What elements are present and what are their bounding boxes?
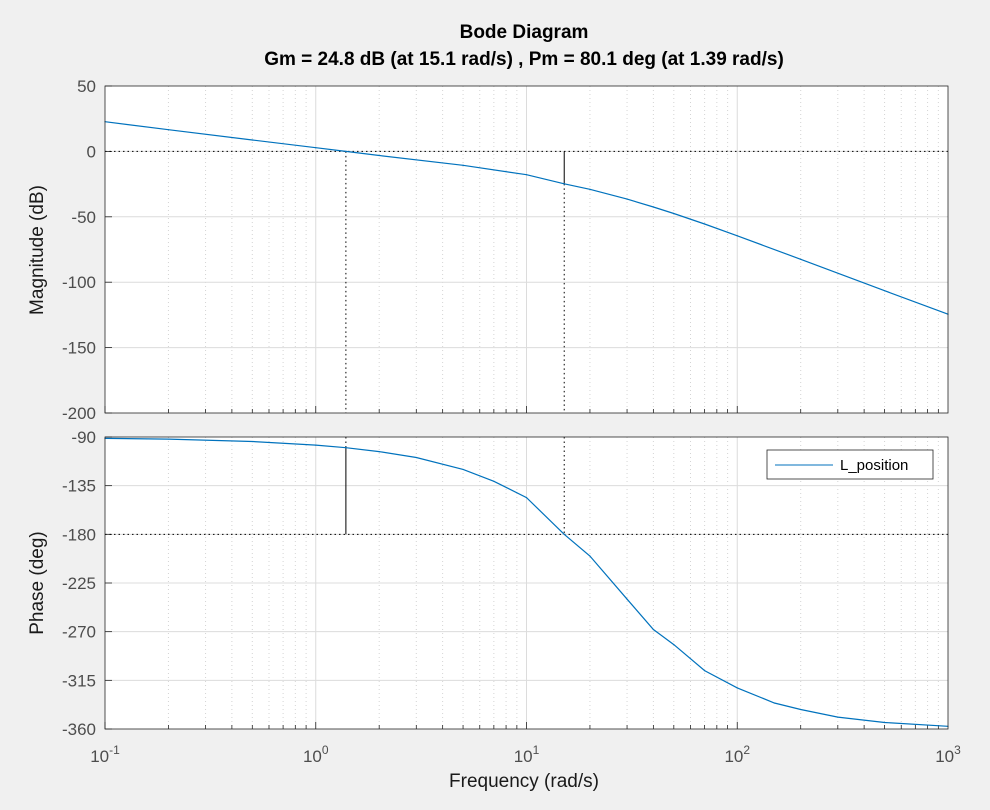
- magnitude-series-line: [104, 121, 949, 315]
- y-tick-label: -150: [62, 339, 96, 358]
- phase-data-point: [167, 438, 170, 440]
- phase-ylabel: Phase (deg): [27, 531, 48, 635]
- phase-data-point: [626, 598, 628, 600]
- y-tick-label: -90: [71, 428, 96, 447]
- phase-data-point: [525, 496, 528, 499]
- y-tick-label: 50: [77, 77, 96, 96]
- phase-data-point: [251, 440, 253, 443]
- phase-data-point: [736, 687, 738, 689]
- magnitude-data-point: [704, 223, 706, 225]
- y-tick-label: -360: [62, 720, 96, 739]
- magnitude-data-point: [652, 206, 654, 208]
- magnitude-marks: [105, 150, 948, 413]
- phase-data-point: [673, 644, 675, 646]
- magnitude-ylabel: Magnitude (dB): [27, 185, 48, 315]
- phase-series-line: [104, 437, 949, 727]
- phase-data-point: [415, 456, 417, 459]
- magnitude-data-point: [800, 258, 802, 260]
- magnitude-grid: [104, 85, 948, 414]
- phase-y-ticks: -90 -135 -180 -225 -270 -315 -360: [62, 428, 96, 739]
- phase-data-point: [704, 670, 706, 672]
- magnitude-axes-box: [104, 85, 949, 414]
- phase-data-point: [563, 533, 565, 535]
- magnitude-data-point: [589, 188, 591, 190]
- magnitude-data-point: [251, 139, 253, 141]
- magnitude-y-ticks: 50 0 -50 -100 -150 -200: [62, 77, 96, 423]
- magnitude-data-point: [736, 235, 738, 237]
- phase-marks: [105, 437, 948, 535]
- magnitude-data-point: [563, 183, 565, 185]
- phase-axes-box: [104, 436, 949, 730]
- x-tick-labels: 10-1 100 101 102 103: [90, 743, 961, 766]
- x-tick-label: 10-1: [90, 743, 120, 766]
- chart-title: Bode Diagram: [460, 22, 589, 43]
- x-axis-label: Frequency (rad/s): [449, 771, 599, 792]
- y-tick-label: -50: [71, 208, 96, 227]
- phase-data-point: [652, 628, 654, 631]
- magnitude-data-point: [673, 212, 675, 215]
- phase-data-point: [800, 708, 802, 711]
- y-tick-label: -135: [62, 477, 96, 496]
- x-tick-label: 101: [514, 743, 540, 766]
- y-tick-label: -225: [62, 574, 96, 593]
- y-tick-label: -180: [62, 525, 96, 544]
- y-tick-label: -270: [62, 623, 96, 642]
- magnitude-data-point: [315, 147, 317, 149]
- legend[interactable]: L_position: [766, 449, 934, 480]
- phase-data-point: [773, 702, 775, 704]
- magnitude-data-point: [462, 164, 464, 166]
- phase-data-point: [345, 447, 347, 449]
- phase-data-point: [837, 716, 839, 718]
- y-tick-label: -200: [62, 404, 96, 423]
- phase-data-point: [493, 480, 495, 482]
- x-tick-label: 102: [724, 743, 750, 766]
- magnitude-data-point: [883, 290, 886, 292]
- y-tick-label: -315: [62, 671, 96, 690]
- magnitude-data-point: [345, 150, 347, 152]
- magnitude-data-point: [378, 154, 380, 157]
- x-tick-label: 103: [935, 743, 961, 766]
- phase-data-point: [883, 721, 886, 724]
- y-tick-label: -100: [62, 273, 96, 292]
- legend-entry: L_position: [840, 457, 908, 474]
- magnitude-data-point: [626, 198, 628, 200]
- magnitude-data-point: [167, 129, 170, 131]
- x-tick-label: 100: [303, 743, 329, 766]
- phase-data-point: [315, 444, 317, 446]
- y-tick-label: 0: [87, 142, 96, 161]
- phase-data-point: [462, 468, 464, 471]
- phase-series: [104, 437, 949, 727]
- magnitude-data-point: [525, 174, 528, 176]
- phase-data-point: [378, 451, 380, 453]
- phase-data-point: [589, 555, 591, 557]
- chart-subtitle: Gm = 24.8 dB (at 15.1 rad/s) , Pm = 80.1…: [264, 49, 784, 70]
- phase-grid: [104, 436, 948, 730]
